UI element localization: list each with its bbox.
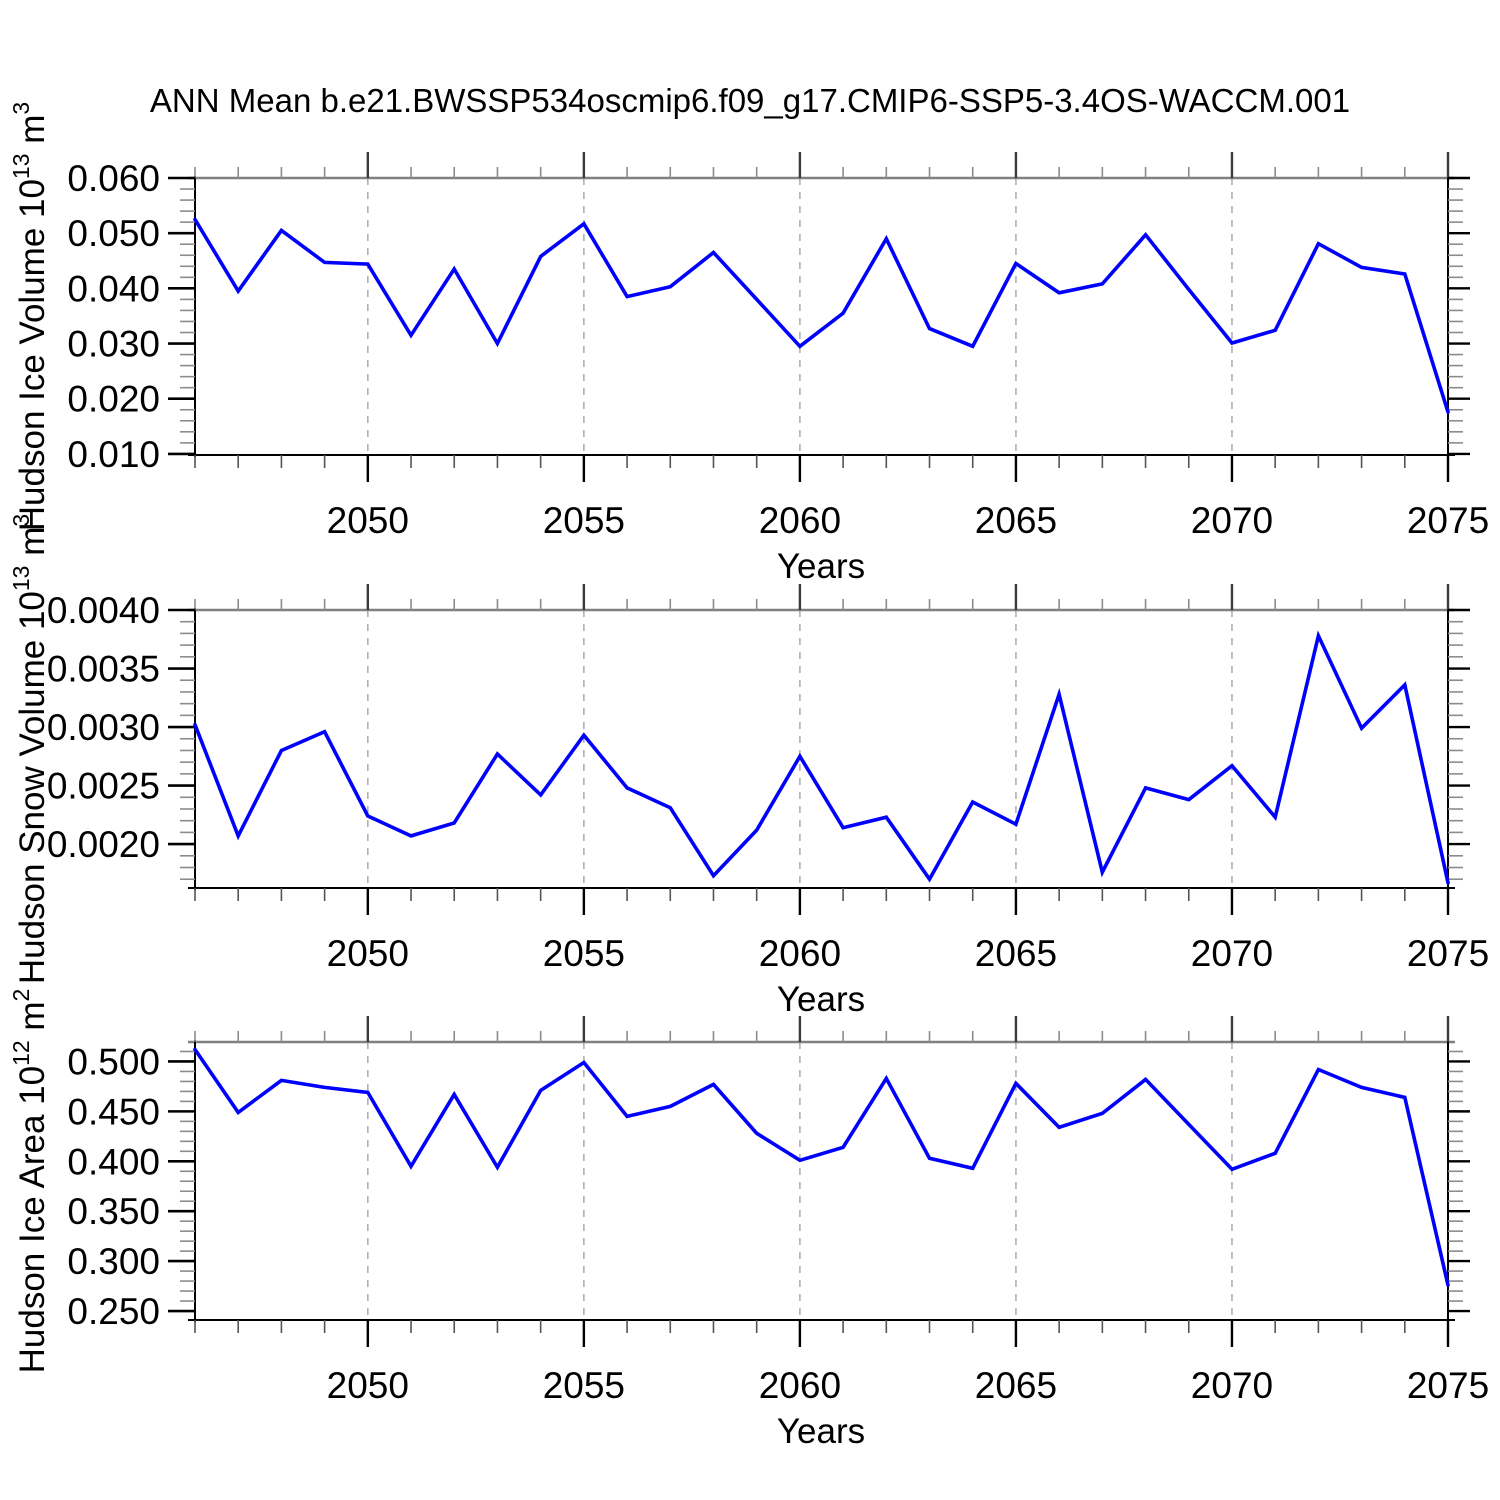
x-axis-title-snow-volume: Years <box>777 980 865 1019</box>
x-axis-title-ice-area: Years <box>777 1412 865 1451</box>
panel-hudson-ice-area: 2050 2055 2060 2065 2070 2075 0.250 0.300 0.350 0… <box>67 1016 1489 1406</box>
y-tick-label: 0.060 <box>67 158 160 199</box>
data-line-hudson-ice-area <box>193 1047 1450 1287</box>
data-line-hudson-snow-volume <box>193 630 1450 885</box>
x-axis-title-ice-volume: Years <box>777 547 865 586</box>
x-tick-label: 2065 <box>975 1365 1057 1406</box>
y-tick-label: 0.500 <box>67 1041 160 1082</box>
x-tick-label: 2075 <box>1407 500 1489 541</box>
y-tick-label: 0.050 <box>67 213 160 254</box>
y-tick-label: 0.030 <box>67 324 160 365</box>
data-line-hudson-ice-volume <box>193 217 1450 414</box>
y-tick-label: 0.0025 <box>47 766 160 807</box>
y-tick-label: 0.0030 <box>47 707 160 748</box>
x-tick-label: 2055 <box>543 500 625 541</box>
x-tick-label: 2065 <box>975 933 1057 974</box>
y-tick-label: 0.450 <box>67 1091 160 1132</box>
y-tick-label: 0.300 <box>67 1241 160 1282</box>
x-tick-label: 2055 <box>543 1365 625 1406</box>
x-tick-label: 2070 <box>1191 500 1273 541</box>
y-tick-label: 0.040 <box>67 268 160 309</box>
y-axis-title-snow-volume: Hudson Snow Volume 1013 m3 <box>8 514 52 984</box>
y-tick-label: 0.0035 <box>47 649 160 690</box>
x-tick-label: 2075 <box>1407 1365 1489 1406</box>
chart-title: ANN Mean b.e21.BWSSP534oscmip6.f09_g17.C… <box>150 82 1350 119</box>
panel-hudson-ice-volume: 2050 2055 2060 2065 2070 2075 0.010 0.020 0.030 0… <box>67 152 1489 541</box>
x-tick-label: 2055 <box>543 933 625 974</box>
y-axis-title-ice-volume: Hudson Ice Volume 1013 m3 <box>8 102 52 531</box>
x-tick-label: 2060 <box>759 500 841 541</box>
x-tick-label: 2050 <box>327 1365 409 1406</box>
x-tick-label: 2070 <box>1191 1365 1273 1406</box>
x-tick-label: 2050 <box>327 500 409 541</box>
x-tick-label: 2060 <box>759 933 841 974</box>
y-tick-label: 0.350 <box>67 1191 160 1232</box>
x-tick-label: 2070 <box>1191 933 1273 974</box>
y-tick-label: 0.250 <box>67 1291 160 1332</box>
y-tick-label: 0.010 <box>67 434 160 475</box>
y-tick-label: 0.0040 <box>47 590 160 631</box>
y-axis-title-ice-area: Hudson Ice Area 1012 m2 <box>8 989 52 1374</box>
x-tick-label: 2065 <box>975 500 1057 541</box>
y-tick-label: 0.020 <box>67 379 160 420</box>
y-tick-label: 0.0020 <box>47 824 160 865</box>
x-tick-label: 2050 <box>327 933 409 974</box>
y-tick-label: 0.400 <box>67 1141 160 1182</box>
panel-hudson-snow-volume: 2050 2055 2060 2065 2070 2075 0.0020 0.0025 0.00… <box>47 584 1489 974</box>
x-tick-label: 2060 <box>759 1365 841 1406</box>
x-tick-label: 2075 <box>1407 933 1489 974</box>
